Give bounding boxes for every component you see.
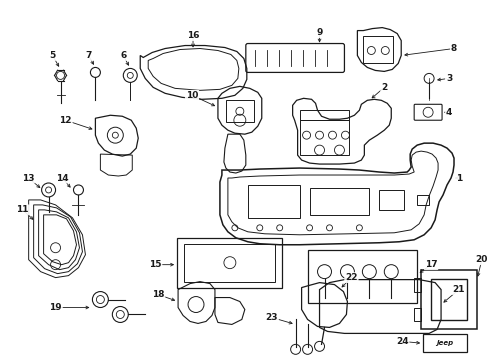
Text: 18: 18 — [152, 290, 164, 299]
Text: 10: 10 — [185, 91, 198, 100]
Text: 13: 13 — [22, 174, 35, 183]
Text: 15: 15 — [149, 260, 161, 269]
Text: 21: 21 — [452, 285, 464, 294]
Text: 9: 9 — [316, 28, 322, 37]
Bar — [299, 110, 349, 120]
Text: 3: 3 — [445, 74, 451, 83]
Text: 12: 12 — [59, 116, 72, 125]
Text: 5: 5 — [49, 51, 56, 60]
Bar — [299, 120, 349, 155]
Bar — [363, 36, 392, 63]
Text: Jeep: Jeep — [436, 340, 453, 346]
Text: 23: 23 — [265, 313, 277, 322]
Text: 17: 17 — [424, 260, 437, 269]
Text: 8: 8 — [450, 44, 456, 53]
Bar — [225, 100, 253, 122]
Text: 19: 19 — [49, 303, 62, 312]
Text: 2: 2 — [380, 83, 386, 92]
Text: 20: 20 — [475, 255, 487, 264]
Text: 4: 4 — [445, 108, 451, 117]
Text: 1: 1 — [455, 174, 461, 183]
Text: 22: 22 — [345, 273, 357, 282]
Text: 24: 24 — [395, 337, 407, 346]
Text: 7: 7 — [85, 51, 91, 60]
Text: 16: 16 — [186, 31, 199, 40]
Text: 11: 11 — [17, 206, 29, 215]
Text: 6: 6 — [120, 51, 126, 60]
Text: 14: 14 — [56, 174, 69, 183]
